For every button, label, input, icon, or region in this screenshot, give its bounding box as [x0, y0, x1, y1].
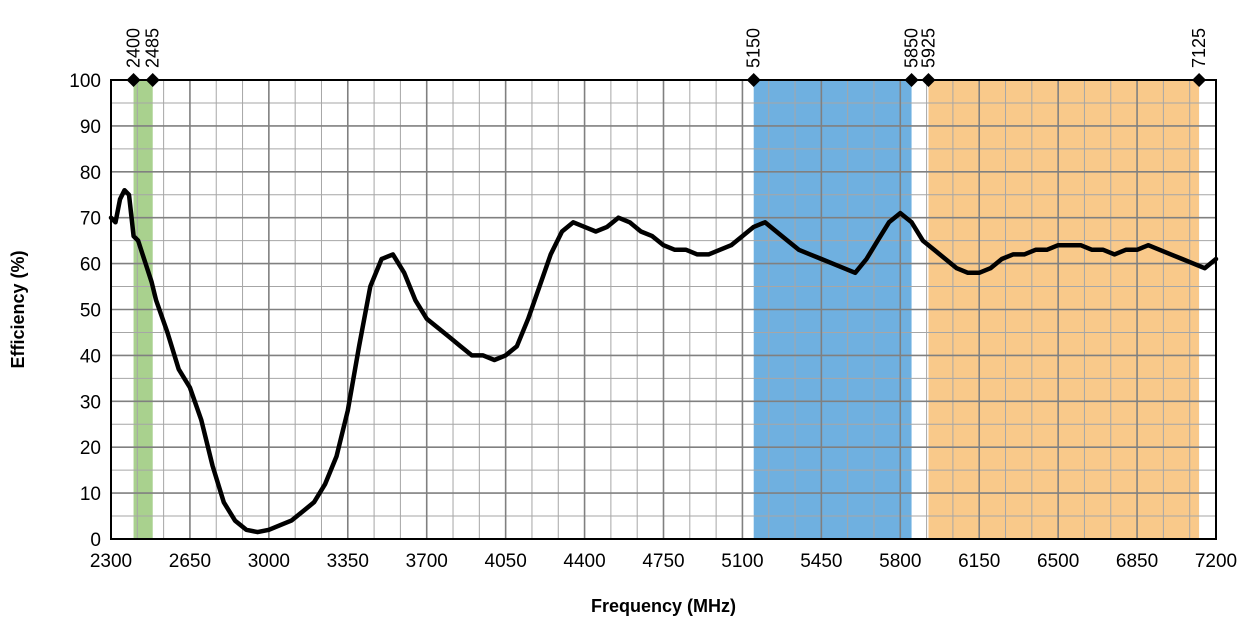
marker-label: 5150: [744, 28, 764, 68]
x-tick-label: 4750: [642, 551, 684, 572]
marker-label: 2400: [124, 28, 144, 68]
y-tick-label: 20: [80, 438, 101, 459]
x-tick-label: 5800: [879, 551, 921, 572]
x-tick-label: 3000: [248, 551, 290, 572]
y-tick-label: 90: [80, 117, 101, 138]
x-tick-label: 4050: [485, 551, 527, 572]
y-tick-label: 80: [80, 163, 101, 184]
marker-label: 7125: [1189, 28, 1209, 68]
y-axis-title: Efficiency (%): [8, 250, 28, 368]
y-tick-label: 50: [80, 301, 101, 322]
x-tick-label: 3350: [327, 551, 369, 572]
x-tick-label: 3700: [406, 551, 448, 572]
y-axis-tick-labels: 0 10 20 30 40 50 60 70 80 90 100: [69, 71, 101, 551]
x-tick-label: 2300: [90, 551, 132, 572]
x-tick-label: 6500: [1037, 551, 1079, 572]
y-tick-label: 10: [80, 484, 101, 505]
marker-label: 2485: [143, 28, 163, 68]
x-axis-tick-labels: 2300 2650 3000 3350 3700 4050 4400 4750 5100 5450…: [90, 551, 1237, 572]
y-tick-label: 60: [80, 255, 101, 276]
y-tick-label: 40: [80, 346, 101, 367]
y-tick-label: 0: [90, 530, 101, 551]
x-tick-label: 6850: [1116, 551, 1158, 572]
y-tick-label: 70: [80, 209, 101, 230]
grid-lines: [111, 80, 1216, 539]
x-tick-label: 6150: [958, 551, 1000, 572]
marker-label: 5925: [918, 28, 938, 68]
x-tick-label: 5100: [721, 551, 763, 572]
y-tick-label: 30: [80, 392, 101, 413]
x-tick-label: 4400: [563, 551, 605, 572]
x-axis-title: Frequency (MHz): [591, 596, 736, 616]
y-tick-label: 100: [69, 71, 101, 92]
x-tick-label: 5450: [800, 551, 842, 572]
x-tick-label: 2650: [169, 551, 211, 572]
x-tick-label: 7200: [1195, 551, 1237, 572]
